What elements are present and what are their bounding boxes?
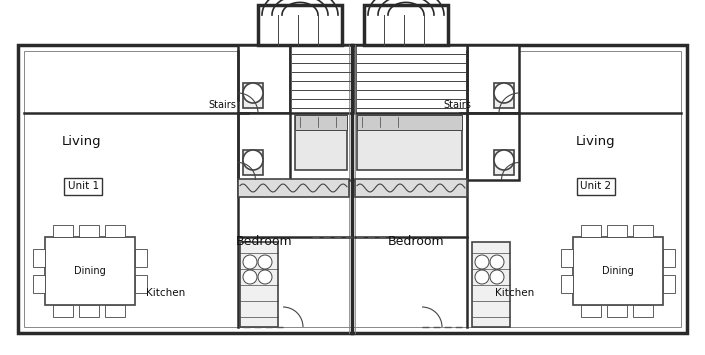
Bar [135,275,147,293]
Bar [79,305,99,317]
Bar [240,242,278,327]
Bar [79,225,99,237]
Bar [494,150,514,175]
Circle shape [490,255,504,269]
Bar [467,45,519,113]
Bar [295,115,347,170]
Bar [33,249,45,267]
Circle shape [490,270,504,284]
Text: Bedroom: Bedroom [236,235,293,248]
Text: Living: Living [61,136,101,148]
Text: Dining: Dining [602,266,634,276]
Bar [607,305,627,317]
Text: Bedroom: Bedroom [388,235,444,248]
Circle shape [494,150,514,170]
Text: Dining: Dining [74,266,106,276]
Bar [33,275,45,293]
Bar [105,305,125,317]
Text: Living: Living [576,136,615,148]
Bar [357,115,462,130]
Circle shape [243,83,263,103]
Text: Unit 2: Unit 2 [580,181,611,191]
Bar [561,249,573,267]
Bar [238,45,290,113]
Bar [53,225,73,237]
Circle shape [475,255,489,269]
Bar [258,5,342,45]
Bar [243,83,263,108]
Bar [561,275,573,293]
Bar [53,305,73,317]
Bar [607,225,627,237]
Bar [633,305,653,317]
Bar [364,5,448,45]
Circle shape [243,270,257,284]
Bar [45,237,135,305]
Bar [24,51,681,327]
Text: Stairs: Stairs [443,100,471,110]
Bar [663,275,675,293]
Bar [355,179,467,197]
Bar [581,305,601,317]
Bar [295,115,347,130]
Bar [105,225,125,237]
Bar [18,45,687,333]
Circle shape [475,270,489,284]
Bar [135,249,147,267]
Bar [355,45,467,113]
Text: Unit 1: Unit 1 [68,181,99,191]
Bar [238,113,290,180]
Text: Kitchen: Kitchen [146,288,185,298]
Bar [573,237,663,305]
Circle shape [243,255,257,269]
Bar [290,45,352,113]
Bar [238,179,349,197]
Circle shape [258,255,272,269]
Circle shape [494,83,514,103]
Bar [494,83,514,108]
Circle shape [258,270,272,284]
Bar [467,113,519,180]
Bar [633,225,653,237]
Bar [663,249,675,267]
Bar [243,150,263,175]
Bar [472,242,510,327]
Circle shape [243,150,263,170]
Text: Stairs: Stairs [208,100,236,110]
Bar [357,115,462,170]
Text: Kitchen: Kitchen [495,288,534,298]
Bar [581,225,601,237]
